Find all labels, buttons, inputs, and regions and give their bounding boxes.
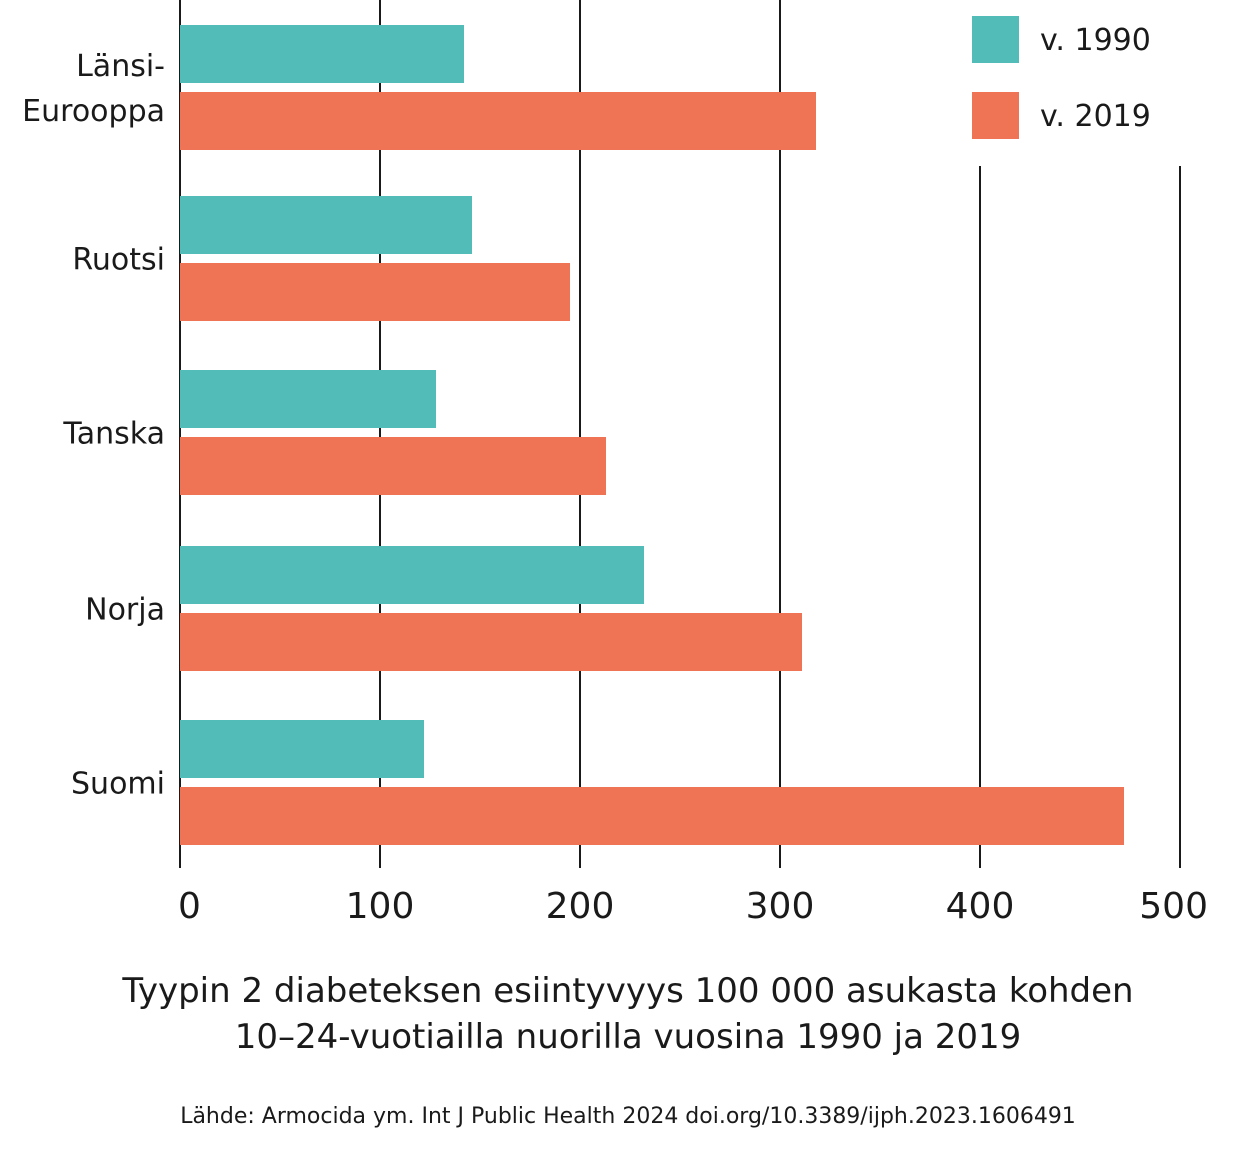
bar-1990-3 xyxy=(180,546,644,604)
bars xyxy=(180,25,1124,845)
x-tick-label-200: 200 xyxy=(546,886,615,927)
legend: v. 1990 v. 2019 xyxy=(972,16,1151,139)
bar-1990-1 xyxy=(180,196,472,254)
category-label-4-0: Suomi xyxy=(71,767,165,802)
bar-1990-0 xyxy=(180,25,464,83)
category-label-0-0: Länsi- xyxy=(76,49,165,84)
legend-swatch-1 xyxy=(972,92,1019,139)
category-label-0-1: Eurooppa xyxy=(22,94,165,129)
x-tick-labels: 0 100 200 300 400 500 xyxy=(178,886,1208,927)
category-label-2-0: Tanska xyxy=(62,417,165,452)
x-tick-label-100: 100 xyxy=(346,886,415,927)
bar-2019-3 xyxy=(180,613,802,671)
x-tick-label-0: 0 xyxy=(178,886,201,927)
legend-label-0: v. 1990 xyxy=(1040,23,1151,58)
legend-swatch-0 xyxy=(972,16,1019,63)
category-label-1-0: Ruotsi xyxy=(72,243,165,278)
legend-label-1: v. 2019 xyxy=(1040,99,1151,134)
bar-2019-4 xyxy=(180,787,1124,845)
x-tick-label-400: 400 xyxy=(946,886,1015,927)
bar-1990-2 xyxy=(180,370,436,428)
category-label-3-0: Norja xyxy=(85,593,165,628)
bar-2019-1 xyxy=(180,263,570,321)
x-axis-label-line-1: Tyypin 2 diabeteksen esiintyvyys 100 000… xyxy=(122,971,1134,1011)
x-axis-label-line-2: 10–24-vuotiailla nuorilla vuosina 1990 j… xyxy=(234,1017,1022,1057)
source-note: Lähde: Armocida ym. Int J Public Health … xyxy=(180,1104,1076,1129)
x-tick-label-300: 300 xyxy=(746,886,815,927)
bar-chart: Länsi- Eurooppa Ruotsi Tanska Norja Suomi 0 10… xyxy=(22,0,1208,927)
bar-1990-4 xyxy=(180,720,424,778)
bar-2019-0 xyxy=(180,92,816,150)
bar-2019-2 xyxy=(180,437,606,495)
category-labels: Länsi- Eurooppa Ruotsi Tanska Norja Suomi xyxy=(22,49,165,802)
x-tick-label-500: 500 xyxy=(1139,886,1208,927)
